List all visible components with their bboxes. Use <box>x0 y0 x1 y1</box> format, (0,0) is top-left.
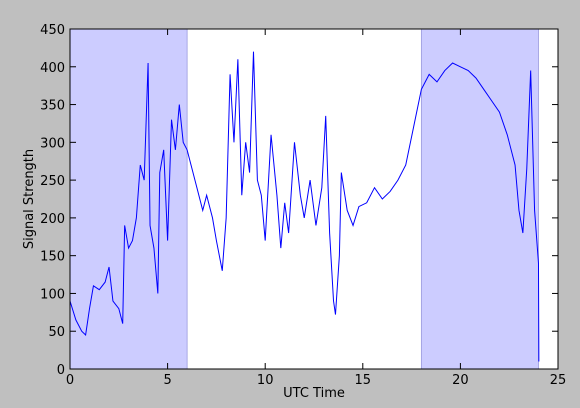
x-tick-label: 20 <box>452 373 469 388</box>
y-tick-label: 200 <box>40 212 65 227</box>
y-tick-label: 250 <box>40 174 65 189</box>
y-tick-label: 50 <box>48 325 65 340</box>
y-tick-label: 350 <box>40 99 65 114</box>
y-axis-label: Signal Strength <box>22 149 37 249</box>
x-axis-label: UTC Time <box>283 386 345 401</box>
data-line <box>69 51 540 362</box>
y-tick-label: 150 <box>40 250 65 265</box>
y-tick-label: 300 <box>40 136 65 151</box>
shaded-region <box>69 28 188 370</box>
x-tick-label: 25 <box>550 373 567 388</box>
y-tick-label: 450 <box>40 23 65 38</box>
plot-frame <box>69 28 559 370</box>
shaded-region <box>420 28 539 370</box>
x-tick-label: 10 <box>257 373 274 388</box>
y-tick-label: 400 <box>40 61 65 76</box>
x-tick-label: 15 <box>355 373 372 388</box>
x-tick-label: 0 <box>66 373 74 388</box>
y-tick-label: 0 <box>57 363 65 378</box>
x-tick-label: 5 <box>163 373 171 388</box>
y-tick-label: 100 <box>40 287 65 302</box>
